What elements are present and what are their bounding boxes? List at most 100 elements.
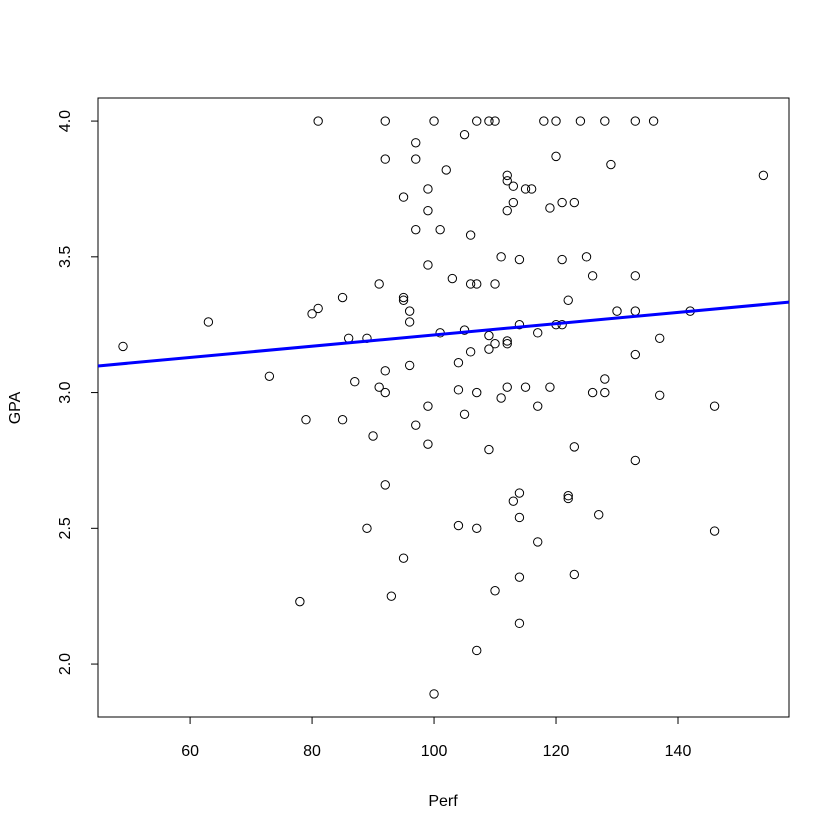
x-tick-label: 80 bbox=[303, 743, 321, 760]
point bbox=[380, 480, 390, 490]
point bbox=[533, 401, 543, 411]
point bbox=[502, 170, 512, 181]
point bbox=[362, 523, 372, 534]
point bbox=[545, 203, 555, 213]
x-tick-label: 140 bbox=[665, 743, 692, 760]
point bbox=[569, 442, 580, 452]
point bbox=[404, 360, 415, 371]
point bbox=[502, 382, 512, 392]
point bbox=[472, 387, 482, 398]
point bbox=[709, 401, 720, 411]
point bbox=[630, 455, 641, 466]
point bbox=[648, 116, 659, 126]
y-tick-label: 2.0 bbox=[57, 653, 74, 675]
point bbox=[447, 273, 458, 284]
point bbox=[337, 292, 348, 303]
point bbox=[264, 371, 275, 381]
point bbox=[350, 377, 360, 387]
point bbox=[411, 138, 421, 148]
point bbox=[472, 279, 482, 289]
point bbox=[404, 317, 415, 327]
point bbox=[459, 409, 470, 419]
point bbox=[539, 116, 549, 126]
point bbox=[630, 271, 641, 281]
point bbox=[496, 252, 506, 262]
point bbox=[514, 488, 525, 498]
point bbox=[514, 319, 525, 330]
point bbox=[313, 116, 323, 126]
point bbox=[520, 382, 531, 392]
point bbox=[484, 344, 494, 354]
point bbox=[606, 159, 616, 170]
point bbox=[490, 586, 500, 596]
point bbox=[429, 689, 439, 699]
point bbox=[490, 338, 500, 349]
point bbox=[587, 387, 598, 398]
point bbox=[575, 116, 586, 126]
y-tick-label: 2.5 bbox=[57, 517, 74, 539]
point bbox=[594, 510, 604, 520]
point bbox=[441, 165, 451, 175]
point bbox=[465, 279, 476, 289]
point bbox=[508, 181, 519, 191]
point bbox=[423, 184, 433, 194]
point bbox=[423, 439, 433, 449]
point bbox=[600, 116, 610, 126]
point bbox=[630, 306, 641, 316]
point bbox=[484, 444, 494, 455]
point bbox=[337, 415, 348, 425]
point bbox=[374, 279, 384, 289]
point bbox=[557, 197, 567, 208]
point bbox=[612, 306, 622, 316]
point bbox=[758, 170, 769, 181]
point bbox=[533, 537, 543, 547]
point bbox=[569, 569, 580, 580]
point bbox=[380, 387, 390, 398]
point bbox=[459, 129, 470, 140]
point bbox=[472, 645, 482, 656]
point bbox=[508, 496, 519, 506]
point bbox=[380, 366, 390, 376]
point bbox=[404, 306, 415, 316]
x-tick-label: 60 bbox=[181, 743, 199, 760]
point bbox=[484, 330, 494, 341]
point bbox=[429, 116, 439, 126]
point bbox=[301, 415, 311, 425]
point bbox=[563, 493, 573, 504]
point bbox=[545, 382, 555, 392]
point bbox=[502, 336, 512, 346]
point bbox=[368, 431, 378, 441]
point bbox=[514, 618, 525, 629]
point bbox=[551, 151, 561, 162]
point bbox=[551, 116, 561, 126]
point bbox=[472, 523, 482, 534]
point bbox=[563, 295, 573, 305]
y-tick-label: 3.0 bbox=[57, 381, 74, 403]
point bbox=[465, 230, 476, 240]
point bbox=[423, 205, 433, 216]
point bbox=[484, 116, 494, 126]
y-axis-label: GPA bbox=[7, 391, 24, 424]
y-tick-label: 3.5 bbox=[57, 246, 74, 268]
point bbox=[514, 512, 525, 523]
point bbox=[203, 317, 214, 327]
point bbox=[453, 358, 464, 368]
point bbox=[533, 328, 543, 338]
point bbox=[307, 309, 317, 319]
point bbox=[496, 393, 506, 403]
point bbox=[398, 292, 409, 303]
point bbox=[709, 526, 720, 536]
point bbox=[465, 347, 476, 357]
point bbox=[508, 197, 519, 208]
x-axis-label: Perf bbox=[428, 793, 458, 810]
point bbox=[411, 154, 421, 164]
point bbox=[557, 254, 567, 265]
point bbox=[502, 205, 512, 216]
point bbox=[459, 325, 470, 335]
point bbox=[502, 338, 512, 349]
point bbox=[569, 197, 580, 208]
point bbox=[313, 303, 323, 314]
point bbox=[520, 184, 531, 194]
